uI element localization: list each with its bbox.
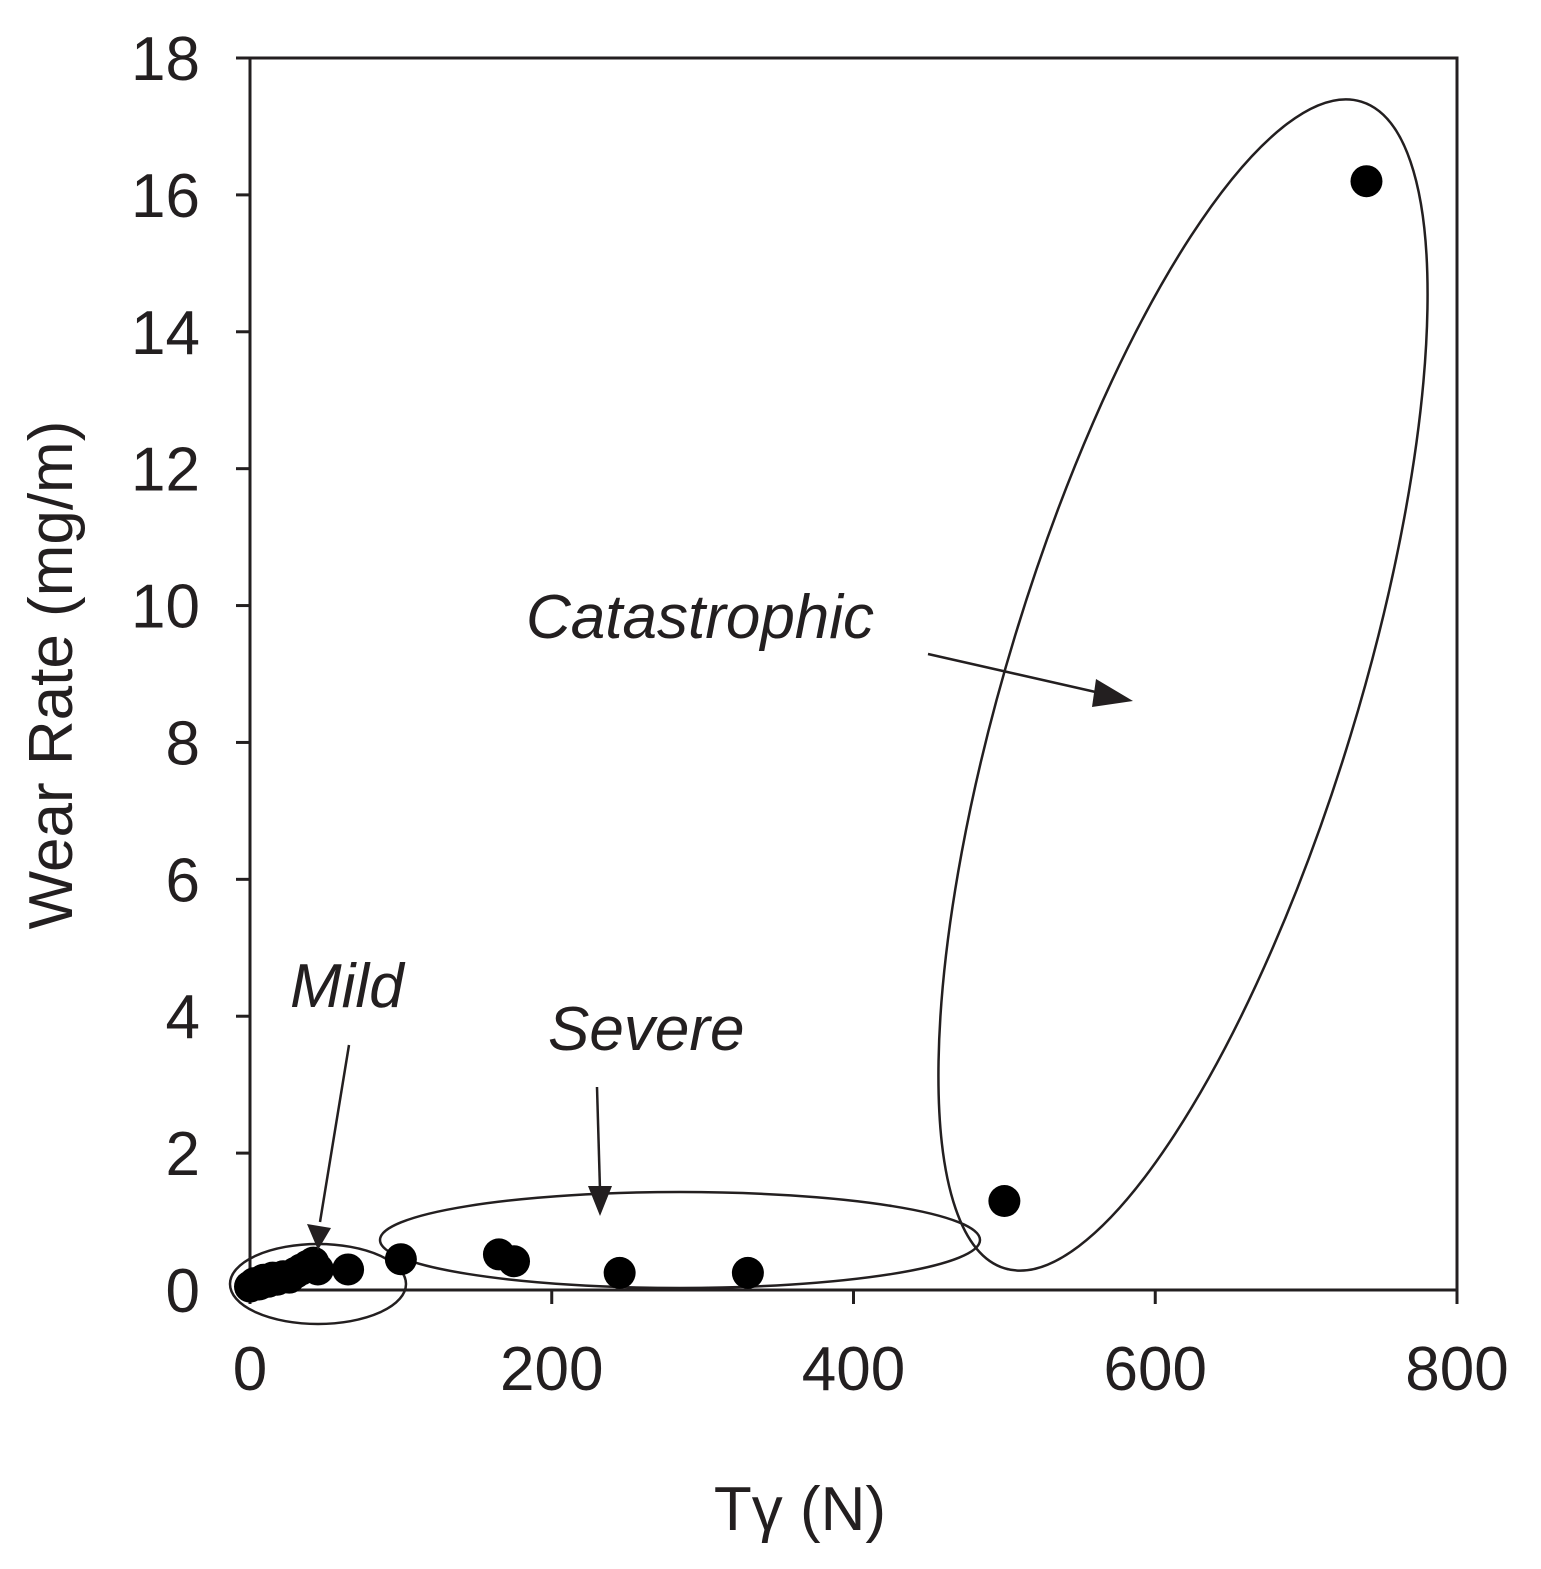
x-tick-label: 400	[802, 1335, 905, 1404]
y-tick-label: 10	[131, 573, 200, 642]
regime-regions	[228, 98, 1429, 1326]
catastrophic-arrow-head	[1092, 679, 1133, 707]
data-point	[301, 1253, 334, 1286]
mild-label: Mild	[290, 952, 406, 1021]
x-tick-label: 800	[1405, 1335, 1508, 1404]
severe-region-outline	[378, 1190, 982, 1290]
y-tick-label: 2	[166, 1120, 200, 1189]
y-tick-label: 16	[131, 162, 200, 231]
x-axis-title: Tγ (N)	[714, 1475, 886, 1544]
y-axis-title: Wear Rate (mg/m)	[17, 421, 86, 930]
data-point	[1350, 165, 1383, 198]
data-point	[603, 1256, 636, 1289]
catastrophic-region-outline	[937, 98, 1429, 1272]
data-point	[384, 1243, 417, 1276]
y-tick-label: 4	[166, 983, 200, 1052]
catastrophic-label: Catastrophic	[526, 583, 874, 652]
severe-arrow-line	[595, 1086, 602, 1191]
plot-frame	[248, 56, 1459, 1292]
y-tick-label: 14	[131, 299, 200, 368]
mild-arrow-head	[307, 1224, 331, 1250]
y-tick-label: 0	[166, 1257, 200, 1326]
x-axis-ticks: 0 200 400 600 800	[233, 1290, 1509, 1404]
x-tick-label: 0	[233, 1335, 267, 1404]
y-tick-label: 6	[166, 846, 200, 915]
catastrophic-arrow-line	[927, 652, 1101, 695]
y-tick-label: 12	[131, 436, 200, 505]
severe-label: Severe	[548, 995, 744, 1064]
annotation-arrows	[307, 652, 1133, 1250]
severe-arrow-head	[588, 1186, 612, 1216]
data-point	[988, 1185, 1021, 1218]
data-point	[332, 1253, 365, 1286]
mild-arrow-line	[318, 1044, 351, 1223]
data-point	[498, 1245, 531, 1278]
y-axis-ticks: 0 2 4 6 8 10 12 14 16 18	[131, 25, 250, 1326]
data-points	[234, 165, 1383, 1303]
x-tick-label: 600	[1104, 1335, 1207, 1404]
y-tick-label: 8	[166, 709, 200, 778]
data-point	[731, 1256, 764, 1289]
y-tick-label: 18	[131, 25, 200, 94]
x-tick-label: 200	[500, 1335, 603, 1404]
